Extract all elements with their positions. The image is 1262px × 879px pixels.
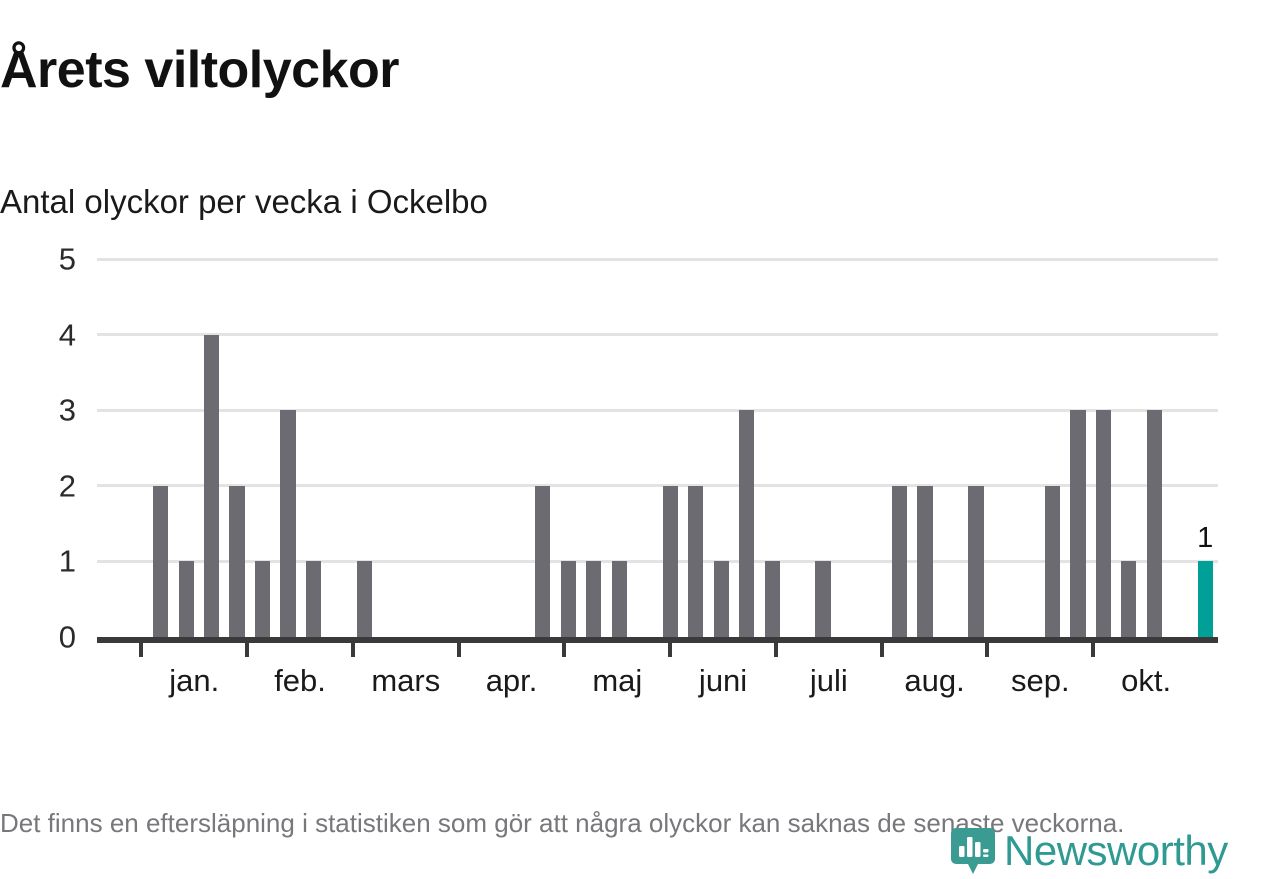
newsworthy-wordmark: Newsworthy bbox=[1004, 827, 1228, 874]
bar[interactable] bbox=[739, 410, 755, 637]
bar[interactable] bbox=[229, 485, 245, 637]
bar[interactable] bbox=[764, 561, 780, 637]
y-axis-tick-label: 1 bbox=[58, 543, 76, 579]
page-title: Årets viltolyckor bbox=[0, 40, 400, 99]
bar[interactable] bbox=[1146, 410, 1162, 637]
x-axis-month-label: okt. bbox=[1121, 663, 1172, 698]
x-axis-month-labels: jan. feb. mars apr. maj juni juli aug. sep. okt. bbox=[97, 662, 1218, 712]
x-axis-tick bbox=[773, 643, 778, 657]
y-axis-tick-label: 5 bbox=[58, 241, 76, 277]
x-axis-tick bbox=[562, 643, 567, 657]
bar[interactable] bbox=[1070, 410, 1086, 637]
bar[interactable] bbox=[611, 561, 627, 637]
x-axis-tick bbox=[879, 643, 884, 657]
x-axis-tick bbox=[139, 643, 144, 657]
gridline bbox=[97, 408, 1218, 412]
x-axis-month-label: juni bbox=[698, 663, 748, 698]
x-axis-tick bbox=[668, 643, 673, 657]
x-axis-tick bbox=[350, 643, 355, 657]
x-axis-tick bbox=[1091, 643, 1096, 657]
newsworthy-logo: Newsworthy bbox=[950, 826, 1228, 876]
gridline bbox=[97, 257, 1218, 261]
x-axis-tick bbox=[985, 643, 990, 657]
y-axis-tick-label: 3 bbox=[58, 392, 76, 428]
bar[interactable] bbox=[1197, 561, 1213, 637]
y-axis-ticks: 0 1 2 3 4 5 bbox=[0, 244, 76, 653]
x-axis-tick bbox=[245, 643, 250, 657]
footnote: Det finns en eftersläpning i statistiken… bbox=[0, 808, 1125, 838]
x-axis-month-label: maj bbox=[592, 663, 643, 698]
bar[interactable] bbox=[560, 561, 576, 637]
x-axis-line bbox=[97, 637, 1218, 643]
y-axis-tick-label: 4 bbox=[58, 317, 76, 353]
bar-chart: 0 1 2 3 4 5 1 jan. feb. mars apr. maj juni juli aug.… bbox=[0, 232, 1262, 712]
bar[interactable] bbox=[586, 561, 602, 637]
bar-value-label: 1 bbox=[1197, 522, 1214, 555]
x-axis-month-label: sep. bbox=[1011, 663, 1070, 698]
y-axis-tick-label: 0 bbox=[58, 619, 76, 655]
x-axis-tick bbox=[456, 643, 461, 657]
bar-series: 1 bbox=[97, 259, 1218, 637]
newsworthy-bars-pin-icon bbox=[951, 828, 995, 874]
bar[interactable] bbox=[305, 561, 322, 637]
plot-area: 1 bbox=[97, 257, 1218, 637]
x-axis-month-label: mars bbox=[371, 663, 441, 698]
chart-subtitle: Antal olyckor per vecka i Ockelbo bbox=[0, 183, 488, 221]
bar[interactable] bbox=[1044, 485, 1061, 637]
bar[interactable] bbox=[917, 485, 933, 637]
bar[interactable] bbox=[204, 334, 220, 637]
x-axis-month-label: aug. bbox=[904, 663, 965, 698]
bar[interactable] bbox=[688, 485, 704, 637]
x-axis-month-label: jan. bbox=[169, 663, 220, 698]
x-axis-month-label: apr. bbox=[485, 663, 538, 698]
bar[interactable] bbox=[662, 485, 678, 637]
gridline bbox=[97, 484, 1218, 488]
x-axis-month-label: juli bbox=[809, 663, 848, 698]
bar[interactable] bbox=[713, 561, 729, 637]
bar[interactable] bbox=[891, 485, 908, 637]
x-axis-month-label: feb. bbox=[274, 663, 326, 698]
bar[interactable] bbox=[254, 561, 271, 637]
bar[interactable] bbox=[1095, 410, 1111, 637]
bar[interactable] bbox=[153, 485, 169, 637]
gridline bbox=[97, 559, 1218, 563]
bar[interactable] bbox=[356, 561, 373, 637]
bar[interactable] bbox=[968, 485, 984, 637]
bar[interactable] bbox=[1121, 561, 1137, 637]
bar[interactable] bbox=[178, 561, 194, 637]
y-axis-tick-label: 2 bbox=[58, 468, 76, 504]
x-axis-ticks bbox=[97, 643, 1218, 657]
bar[interactable] bbox=[815, 561, 831, 637]
gridline bbox=[97, 333, 1218, 337]
bar[interactable] bbox=[535, 485, 551, 637]
bar[interactable] bbox=[280, 410, 296, 637]
